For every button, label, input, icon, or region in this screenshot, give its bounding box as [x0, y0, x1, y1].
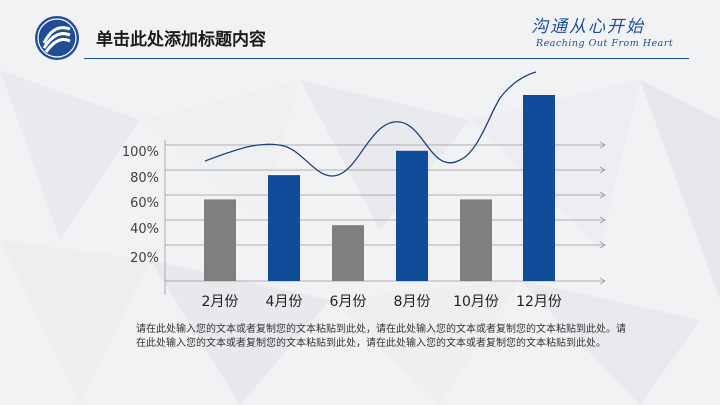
- x-tick-label: 6月份: [330, 294, 367, 310]
- header: 单击此处添加标题内容 沟通从心开始 Reaching Out From Hear…: [0, 0, 720, 70]
- grid-arrow: [599, 216, 606, 224]
- grid-arrow: [599, 277, 606, 285]
- x-tick-label: 4月份: [266, 294, 303, 310]
- grid-arrow: [599, 141, 606, 149]
- y-tick-label: 80%: [130, 171, 159, 186]
- x-tick-label: 10月份: [453, 294, 499, 310]
- bar: [523, 95, 555, 281]
- grid-arrow: [599, 241, 606, 249]
- y-tick-label: 20%: [130, 251, 159, 266]
- bar: [460, 199, 492, 281]
- x-tick-label: 8月份: [394, 294, 431, 310]
- bar: [268, 175, 300, 281]
- trend-line: [204, 71, 537, 177]
- signature-cn: 沟通从心开始: [531, 17, 645, 37]
- signature-en: Reaching Out From Heart: [536, 38, 674, 49]
- grid-arrow: [599, 166, 606, 174]
- bar: [204, 199, 236, 281]
- bar: [396, 150, 428, 281]
- x-tick-label: 12月份: [516, 294, 562, 310]
- grid-arrow: [599, 191, 606, 199]
- bar: [332, 225, 364, 281]
- china-mobile-logo-icon: [35, 16, 79, 60]
- body-text: 请在此处输入您的文本或者复制您的文本粘贴到此处，请在此处输入您的文本或者复制您的…: [136, 324, 626, 349]
- y-tick-label: 40%: [130, 222, 159, 237]
- y-tick-label: 100%: [122, 145, 159, 160]
- header-rule: [84, 58, 689, 59]
- y-tick-label: 60%: [130, 196, 159, 211]
- x-tick-label: 2月份: [202, 294, 239, 310]
- page-title: 单击此处添加标题内容: [96, 30, 266, 50]
